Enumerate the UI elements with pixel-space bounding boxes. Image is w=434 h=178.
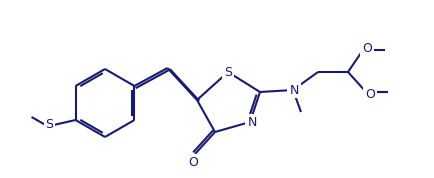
- Text: S: S: [224, 66, 231, 78]
- Text: S: S: [46, 119, 53, 132]
- Text: N: N: [289, 83, 298, 96]
- Text: O: O: [364, 88, 374, 101]
- Text: O: O: [361, 43, 371, 56]
- Text: N: N: [247, 116, 256, 129]
- Text: O: O: [187, 156, 197, 169]
